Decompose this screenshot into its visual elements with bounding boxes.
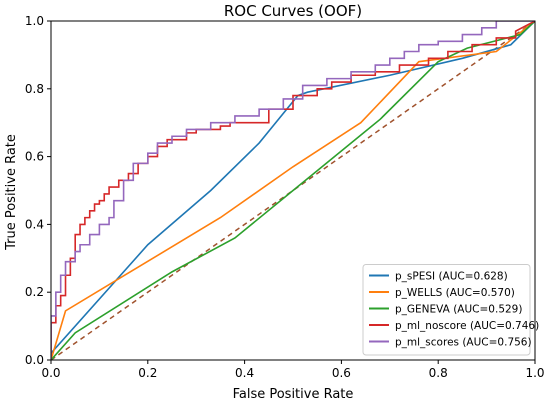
chart-title: ROC Curves (OOF) — [224, 2, 362, 20]
legend-label-3: p_GENEVA (AUC=0.529) — [395, 304, 522, 316]
series-line-5 — [51, 21, 535, 360]
x-tick-label: 1.0 — [525, 366, 544, 380]
plot-area — [50, 20, 536, 361]
legend-label-4: p_ml_noscore (AUC=0.746) — [395, 320, 539, 332]
y-tick-label: 1.0 — [25, 14, 44, 28]
x-tick-label: 0.4 — [235, 366, 254, 380]
y-tick-label: 0.0 — [25, 353, 44, 367]
y-tick-label: 0.8 — [25, 82, 44, 96]
legend-box — [362, 264, 531, 356]
x-tick-label: 0.6 — [332, 366, 351, 380]
y-tick-label: 0.6 — [25, 150, 44, 164]
plot-frame — [50, 20, 536, 361]
x-tick-label: 0.0 — [41, 366, 60, 380]
y-tick-label: 0.4 — [25, 217, 44, 231]
y-tick-label: 0.2 — [25, 285, 44, 299]
legend: p_sPESI (AUC=0.628) p_WELLS (AUC=0.570) p_… — [362, 264, 539, 356]
x-axis-label: False Positive Rate — [233, 387, 354, 402]
legend-label-1: p_sPESI (AUC=0.628) — [395, 271, 508, 283]
y-axis-label: True Positive Rate — [4, 134, 19, 251]
legend-label-5: p_ml_scores (AUC=0.756) — [395, 337, 532, 349]
legend-label-2: p_WELLS (AUC=0.570) — [395, 287, 515, 299]
axes: 0.0 0.2 0.4 0.6 0.8 1.0 0.0 0.2 0.4 0.6 0.8 1.0 — [25, 14, 545, 380]
series-line-2 — [51, 21, 535, 360]
x-tick-label: 0.8 — [429, 366, 448, 380]
x-tick-label: 0.2 — [138, 366, 157, 380]
series-line-3 — [51, 21, 535, 360]
